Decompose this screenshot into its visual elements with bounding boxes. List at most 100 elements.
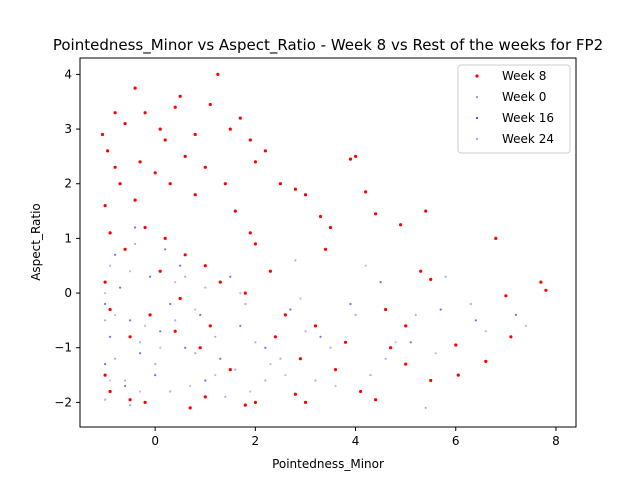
data-point — [184, 275, 187, 278]
data-point — [173, 105, 177, 109]
legend-box — [457, 64, 571, 154]
data-point — [149, 275, 152, 278]
data-point — [238, 116, 242, 120]
data-point — [414, 313, 417, 316]
data-point — [139, 390, 142, 393]
legend-label: Week 0 — [502, 90, 546, 104]
legend-label: Week 8 — [502, 69, 546, 83]
data-point — [119, 286, 122, 289]
data-point — [218, 280, 222, 284]
data-point — [113, 165, 117, 169]
data-point — [204, 286, 207, 289]
data-point — [194, 352, 197, 355]
data-point — [143, 225, 147, 230]
data-point — [243, 291, 247, 295]
legend-marker — [475, 95, 479, 99]
data-point — [113, 111, 117, 115]
x-axis-ticks: 0 2 4 6 8 — [151, 427, 560, 448]
data-point — [264, 346, 267, 349]
data-point — [106, 149, 110, 153]
data-point — [144, 324, 147, 327]
data-point — [374, 398, 378, 402]
data-point — [278, 182, 282, 186]
data-point — [293, 392, 297, 396]
data-point — [134, 226, 137, 229]
data-point — [424, 209, 428, 213]
y-tick-label: −1 — [54, 341, 72, 355]
data-point — [384, 357, 387, 360]
data-point — [203, 264, 207, 268]
data-point — [289, 308, 292, 311]
data-point — [354, 313, 357, 316]
data-point — [208, 102, 212, 107]
data-point — [183, 253, 187, 257]
data-point — [163, 138, 167, 142]
data-point — [303, 193, 308, 197]
y-tick-label: 1 — [64, 231, 72, 245]
data-point — [133, 86, 137, 90]
data-point — [348, 157, 353, 161]
data-point — [143, 400, 147, 404]
data-point — [279, 357, 282, 360]
y-tick-label: −2 — [54, 395, 72, 409]
data-point — [203, 395, 207, 399]
data-point — [389, 346, 393, 350]
legend: Week 8 Week 0 Week 16 Week 24 — [457, 64, 571, 154]
data-point — [104, 398, 107, 401]
data-point — [253, 160, 257, 164]
data-point — [248, 138, 252, 142]
data-point — [114, 253, 117, 256]
data-point — [164, 248, 167, 251]
data-point — [100, 132, 105, 137]
data-point — [233, 209, 237, 213]
data-point — [214, 374, 217, 377]
data-point — [273, 335, 277, 339]
plot-area-group — [100, 72, 548, 410]
data-point — [323, 247, 328, 251]
data-point — [369, 374, 372, 377]
data-point — [189, 384, 192, 388]
y-tick-label: 4 — [64, 67, 72, 81]
legend-marker — [475, 74, 479, 78]
data-point — [103, 204, 107, 208]
data-point — [174, 319, 177, 322]
data-point — [114, 357, 117, 360]
data-point — [139, 341, 142, 344]
data-point — [154, 363, 157, 366]
data-point — [293, 187, 297, 191]
data-point — [349, 302, 352, 306]
data-point — [188, 406, 192, 410]
data-point — [104, 292, 107, 295]
data-point — [199, 313, 202, 316]
data-point — [359, 389, 363, 394]
data-point — [454, 343, 458, 347]
data-point — [328, 225, 333, 230]
data-point — [329, 346, 332, 349]
data-point — [158, 269, 162, 273]
data-point — [118, 182, 122, 186]
data-point — [314, 379, 317, 382]
data-point — [183, 154, 187, 158]
y-axis-ticks: −2 −1 0 1 2 3 4 — [54, 67, 80, 409]
data-point — [429, 277, 433, 281]
data-point — [123, 122, 127, 126]
chart-title: Pointedness_Minor vs Aspect_Ratio - Week… — [53, 36, 603, 55]
data-point — [298, 357, 302, 361]
data-point — [509, 335, 513, 339]
data-point — [294, 259, 297, 262]
data-point — [108, 231, 112, 235]
data-point — [439, 308, 442, 311]
data-point — [228, 368, 232, 372]
data-point — [494, 236, 498, 240]
data-point — [143, 111, 147, 115]
x-tick-label: 0 — [151, 434, 159, 448]
data-point — [179, 264, 182, 267]
data-point — [104, 302, 107, 306]
data-point — [364, 190, 368, 194]
data-point — [263, 149, 267, 153]
data-point — [429, 378, 433, 383]
data-point — [124, 384, 127, 388]
data-point — [134, 242, 137, 245]
data-point — [253, 400, 257, 404]
